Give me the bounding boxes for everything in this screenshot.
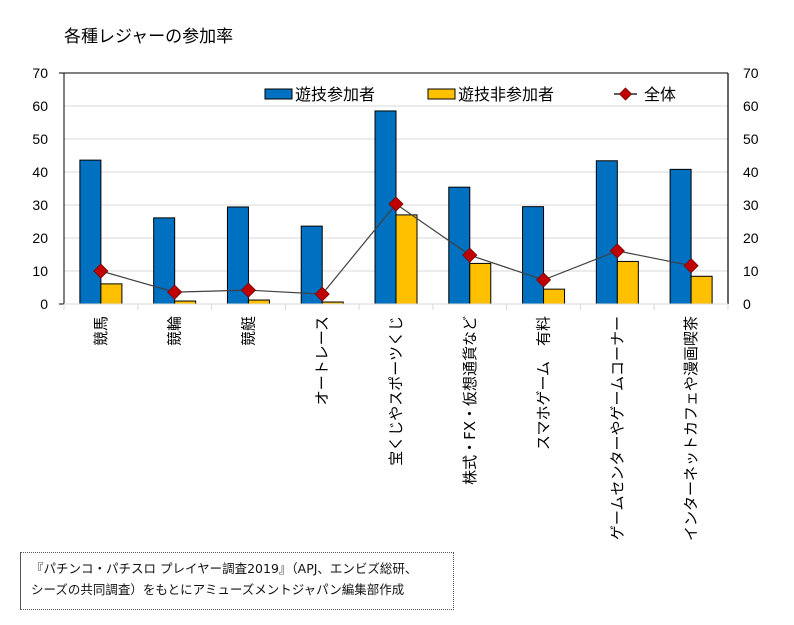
- bar-participants: [79, 159, 102, 305]
- legend-label: 全体: [644, 85, 676, 104]
- y-tick-label-left: 30: [32, 197, 48, 213]
- marker-overall: [535, 272, 552, 288]
- marker-overall: [462, 247, 478, 263]
- x-tick-label: インターネットカフェや漫画喫茶: [682, 316, 700, 541]
- y-tick-label-right: 70: [743, 65, 759, 81]
- marker-overall: [240, 282, 257, 298]
- x-tick-label: オートレース: [313, 316, 331, 405]
- y-tick-label-left: 50: [32, 131, 48, 147]
- y-tick-label-left: 60: [32, 98, 48, 114]
- x-tick-label: 競馬: [92, 316, 110, 346]
- marker-overall: [167, 284, 183, 300]
- bar-participants: [669, 168, 692, 305]
- source-note-line-1: 『パチンコ・パチスロ プレイヤー調査2019』（APJ、エンビズ総研、: [31, 561, 418, 576]
- bar-participants: [522, 206, 545, 305]
- y-tick-label-right: 20: [743, 230, 759, 246]
- chart-title: 各種レジャーの参加率: [64, 27, 234, 47]
- y-tick-label-right: 60: [743, 98, 759, 114]
- marker-overall: [314, 286, 330, 302]
- legend-swatch: [427, 88, 456, 100]
- legend: 遊技参加者 遊技非参加者 全体: [264, 85, 676, 104]
- y-tick-label-right: 30: [743, 197, 759, 213]
- y-tick-label-left: 10: [32, 263, 48, 279]
- y-tick-label-right: 0: [743, 296, 751, 312]
- marker-overall: [93, 263, 109, 279]
- x-tick-label: 競輪: [166, 316, 184, 346]
- category-labels: 競馬 競輪 競艇 オートレース 宝くじやスポーツくじ 株式・FX・仮想通貨など スマホゲーム…: [92, 316, 700, 541]
- bar-non-participants: [395, 214, 418, 305]
- y-tick-label-right: 50: [743, 131, 759, 147]
- marker-overall: [388, 196, 404, 212]
- bar-non-participants: [247, 299, 270, 305]
- legend-swatch: [264, 88, 293, 100]
- x-tick-label: スマホゲーム 有料: [535, 316, 553, 450]
- x-tick-label: ゲームセンターやゲームコーナー: [608, 316, 626, 540]
- y-tick-label-left: 40: [32, 164, 48, 180]
- source-note-line-2: シーズの共同調査）をもとにアミューズメントジャパン編集部作成: [31, 582, 405, 597]
- bar-non-participants: [690, 275, 713, 305]
- legend-label: 遊技非参加者: [458, 85, 554, 104]
- y-tick-label-left: 0: [40, 296, 48, 312]
- bars: [79, 110, 713, 305]
- source-note: 『パチンコ・パチスロ プレイヤー調査2019』（APJ、エンビズ総研、 シーズの…: [20, 552, 454, 610]
- x-tick-label: 宝くじやスポーツくじ: [387, 316, 405, 466]
- bar-participants: [448, 186, 471, 305]
- y-tick-label-left: 70: [32, 65, 48, 81]
- y-tick-label-right: 40: [743, 164, 759, 180]
- y-tick-label-right: 10: [743, 263, 759, 279]
- x-tick-label: 競艇: [239, 316, 257, 346]
- bar-non-participants: [616, 260, 639, 305]
- marker-overall: [683, 258, 699, 274]
- line-series: [93, 196, 699, 302]
- legend-label: 遊技参加者: [295, 85, 375, 104]
- bar-non-participants: [469, 262, 492, 305]
- bar-participants: [595, 160, 618, 305]
- axes: 0 0 10 10 20 20 30 30 40 40 50 50 60 60 70 70: [32, 65, 758, 312]
- marker-overall: [609, 243, 625, 259]
- x-tick-label: 株式・FX・仮想通貨など: [461, 316, 479, 485]
- bar-non-participants: [100, 283, 123, 305]
- y-tick-label-left: 20: [32, 230, 48, 246]
- legend-marker: [618, 87, 633, 101]
- bar-non-participants: [543, 288, 566, 305]
